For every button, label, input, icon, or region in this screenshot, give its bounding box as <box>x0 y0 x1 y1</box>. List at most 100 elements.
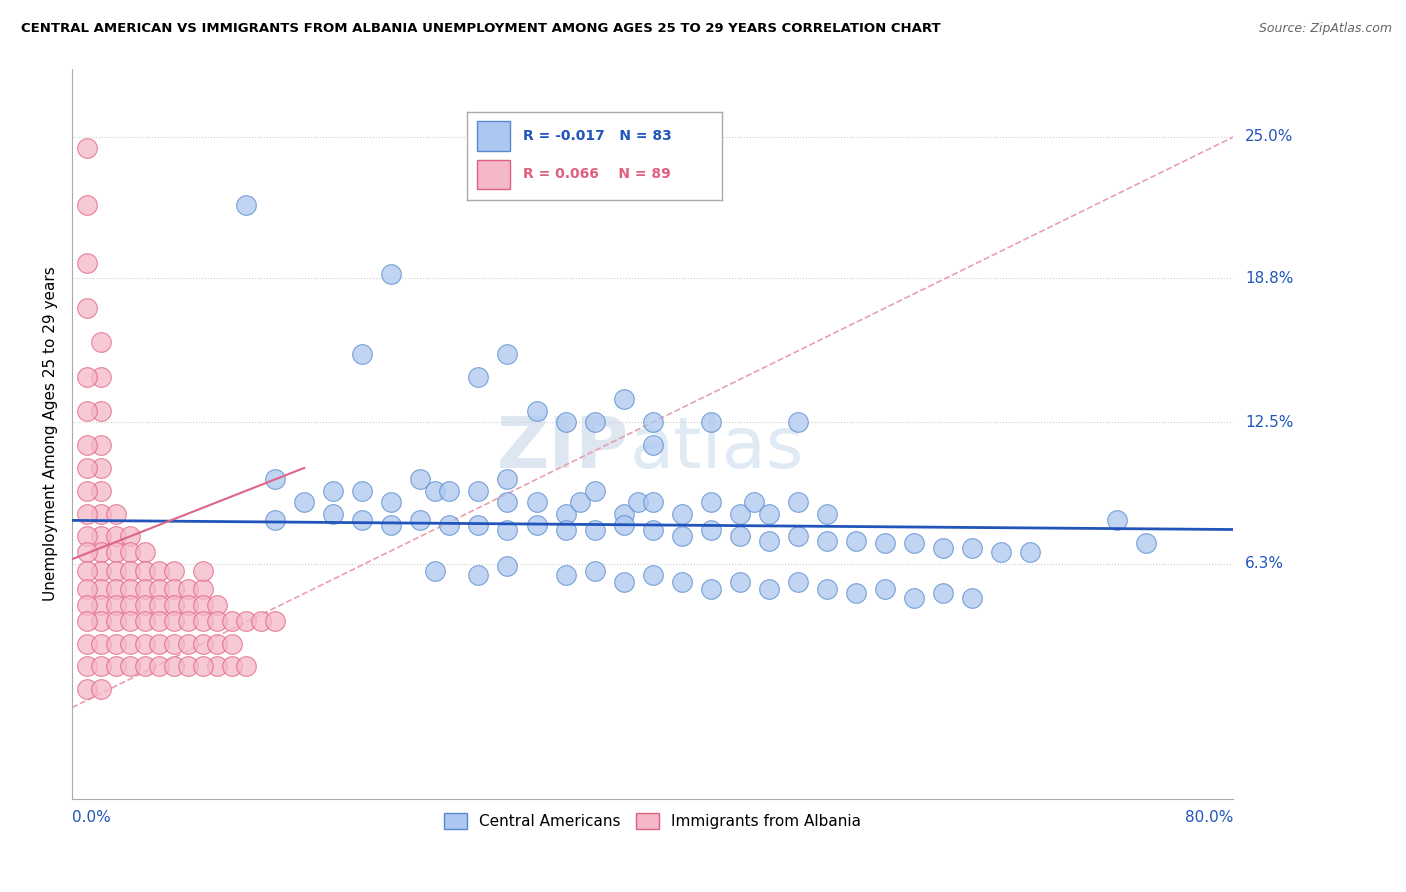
Point <box>104 614 127 628</box>
Point <box>191 598 214 612</box>
Point <box>873 582 896 596</box>
Point <box>569 495 592 509</box>
Point <box>728 529 751 543</box>
Point <box>76 614 98 628</box>
Point <box>148 637 170 651</box>
Y-axis label: Unemployment Among Ages 25 to 29 years: Unemployment Among Ages 25 to 29 years <box>44 267 58 601</box>
Point <box>423 564 446 578</box>
Point <box>76 659 98 673</box>
Point <box>613 518 636 533</box>
Point <box>786 529 808 543</box>
Point <box>423 483 446 498</box>
Point <box>76 404 98 418</box>
Point <box>671 574 693 589</box>
Point <box>148 614 170 628</box>
Point <box>90 598 112 612</box>
Point <box>120 614 142 628</box>
Point <box>134 659 156 673</box>
Point <box>439 483 461 498</box>
Point <box>177 582 200 596</box>
Point <box>104 582 127 596</box>
Point <box>191 564 214 578</box>
Point <box>627 495 650 509</box>
Legend: Central Americans, Immigrants from Albania: Central Americans, Immigrants from Alban… <box>439 806 868 835</box>
Point <box>221 614 243 628</box>
Point <box>148 564 170 578</box>
Point <box>162 598 184 612</box>
Point <box>409 472 432 486</box>
Point <box>960 591 983 605</box>
Point <box>641 438 664 452</box>
Point <box>90 335 112 350</box>
Point <box>134 582 156 596</box>
Point <box>76 682 98 697</box>
Point <box>120 545 142 559</box>
Point <box>134 598 156 612</box>
Point <box>134 637 156 651</box>
Point <box>148 659 170 673</box>
Point <box>76 637 98 651</box>
Point <box>90 582 112 596</box>
Text: 25.0%: 25.0% <box>1244 129 1294 145</box>
Point <box>903 536 925 550</box>
Point <box>177 659 200 673</box>
Point <box>496 559 519 574</box>
Point <box>235 659 257 673</box>
Point <box>815 507 838 521</box>
Point <box>526 518 548 533</box>
Point <box>742 495 765 509</box>
Point <box>205 637 228 651</box>
Point <box>104 598 127 612</box>
Text: atlas: atlas <box>630 414 804 483</box>
Point <box>467 568 489 582</box>
Point <box>613 392 636 407</box>
Point <box>90 507 112 521</box>
Point <box>76 301 98 315</box>
Point <box>191 659 214 673</box>
Point <box>221 659 243 673</box>
Point <box>613 574 636 589</box>
Point <box>671 529 693 543</box>
Point <box>177 614 200 628</box>
Point <box>352 347 374 361</box>
Point <box>845 586 868 600</box>
Point <box>467 369 489 384</box>
Point <box>699 523 721 537</box>
Point <box>322 507 344 521</box>
Point <box>120 529 142 543</box>
Point <box>90 682 112 697</box>
Point <box>249 614 271 628</box>
Point <box>845 533 868 548</box>
Point <box>90 404 112 418</box>
Point <box>554 415 576 429</box>
Point <box>104 507 127 521</box>
Point <box>76 507 98 521</box>
Point <box>90 545 112 559</box>
Point <box>90 483 112 498</box>
Text: ZIP: ZIP <box>498 414 630 483</box>
Point <box>120 582 142 596</box>
Point <box>380 267 402 281</box>
Point <box>728 574 751 589</box>
Text: Source: ZipAtlas.com: Source: ZipAtlas.com <box>1258 22 1392 36</box>
Point <box>191 582 214 596</box>
Point <box>76 529 98 543</box>
Text: 80.0%: 80.0% <box>1185 810 1233 825</box>
Point <box>292 495 315 509</box>
Point <box>815 582 838 596</box>
Point <box>90 529 112 543</box>
Point <box>90 637 112 651</box>
Point <box>235 198 257 212</box>
Point <box>786 574 808 589</box>
Point <box>76 255 98 269</box>
Point <box>264 614 287 628</box>
Point <box>526 404 548 418</box>
Point <box>554 523 576 537</box>
Point <box>583 415 606 429</box>
Point <box>76 483 98 498</box>
Point <box>699 495 721 509</box>
Point <box>815 533 838 548</box>
Point <box>554 507 576 521</box>
Point <box>134 564 156 578</box>
Point <box>758 533 780 548</box>
